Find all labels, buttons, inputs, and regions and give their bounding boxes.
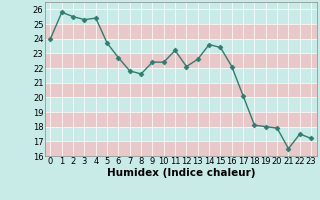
Bar [45,39,317,53]
Bar [45,141,317,156]
Bar [45,68,317,83]
Bar [45,53,317,68]
Bar [45,83,317,97]
Bar [45,24,317,39]
X-axis label: Humidex (Indice chaleur): Humidex (Indice chaleur) [107,168,255,178]
Bar [45,9,317,24]
Bar [45,97,317,112]
Bar [45,112,317,127]
Bar [45,127,317,141]
